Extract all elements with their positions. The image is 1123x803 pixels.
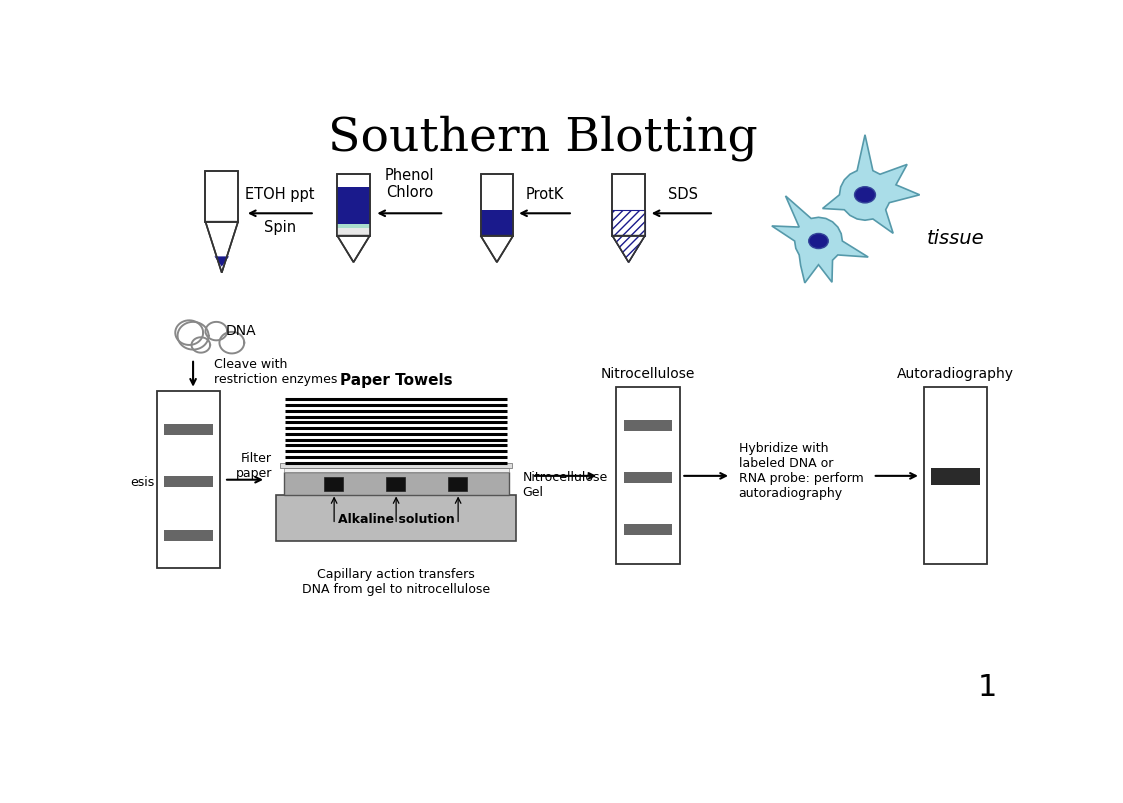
- Ellipse shape: [809, 234, 829, 249]
- Polygon shape: [206, 222, 238, 273]
- Text: ProtK: ProtK: [526, 187, 564, 202]
- Polygon shape: [214, 257, 229, 267]
- Bar: [617, 388, 679, 565]
- Bar: [612, 174, 645, 236]
- Bar: [337, 188, 369, 225]
- Polygon shape: [337, 236, 369, 263]
- Bar: [337, 225, 369, 229]
- Ellipse shape: [855, 187, 876, 204]
- Text: Nitrocellulose
Gel: Nitrocellulose Gel: [522, 470, 608, 498]
- Text: Cleave with
restriction enzymes: Cleave with restriction enzymes: [214, 357, 337, 385]
- Text: Paper Towels: Paper Towels: [340, 373, 453, 388]
- Bar: [481, 174, 513, 236]
- Polygon shape: [612, 236, 645, 263]
- Text: tissue: tissue: [926, 228, 985, 247]
- Bar: [337, 174, 369, 236]
- Text: Alkaline solution: Alkaline solution: [338, 512, 455, 525]
- Bar: [206, 172, 238, 222]
- Bar: [612, 174, 645, 236]
- Bar: [386, 477, 404, 491]
- Bar: [481, 210, 513, 236]
- Text: SDS: SDS: [668, 187, 697, 202]
- Bar: [164, 476, 212, 487]
- Bar: [325, 477, 343, 491]
- Bar: [156, 392, 220, 569]
- Bar: [206, 172, 238, 222]
- Text: Southern Blotting: Southern Blotting: [329, 115, 758, 161]
- Polygon shape: [481, 236, 513, 263]
- Polygon shape: [612, 236, 645, 263]
- Bar: [164, 425, 212, 435]
- Text: esis: esis: [130, 475, 154, 488]
- Bar: [337, 174, 369, 236]
- Text: Hybridize with
labeled DNA or
RNA probe: perform
autoradiography: Hybridize with labeled DNA or RNA probe:…: [739, 441, 864, 499]
- Polygon shape: [772, 197, 868, 283]
- Bar: [284, 472, 509, 495]
- Bar: [164, 530, 212, 541]
- Bar: [624, 472, 673, 483]
- Bar: [284, 469, 509, 472]
- Text: Autoradiography: Autoradiography: [897, 366, 1014, 380]
- Text: Capillary action transfers
DNA from gel to nitrocellulose: Capillary action transfers DNA from gel …: [302, 567, 490, 595]
- Text: Nitrocellulose: Nitrocellulose: [601, 366, 695, 380]
- Bar: [931, 469, 980, 486]
- Bar: [481, 174, 513, 236]
- Bar: [624, 524, 673, 536]
- Bar: [624, 421, 673, 432]
- Polygon shape: [822, 136, 920, 234]
- Bar: [924, 388, 987, 565]
- Text: Filter
paper: Filter paper: [236, 452, 272, 480]
- Text: 1: 1: [977, 672, 997, 701]
- Bar: [280, 463, 512, 469]
- Bar: [276, 495, 517, 542]
- Text: Spin: Spin: [264, 220, 296, 235]
- Bar: [337, 229, 369, 236]
- Text: Phenol
Chloro: Phenol Chloro: [384, 168, 435, 200]
- Bar: [612, 210, 645, 236]
- Text: DNA: DNA: [226, 323, 256, 337]
- Bar: [448, 477, 467, 491]
- Text: ETOH ppt: ETOH ppt: [245, 187, 314, 202]
